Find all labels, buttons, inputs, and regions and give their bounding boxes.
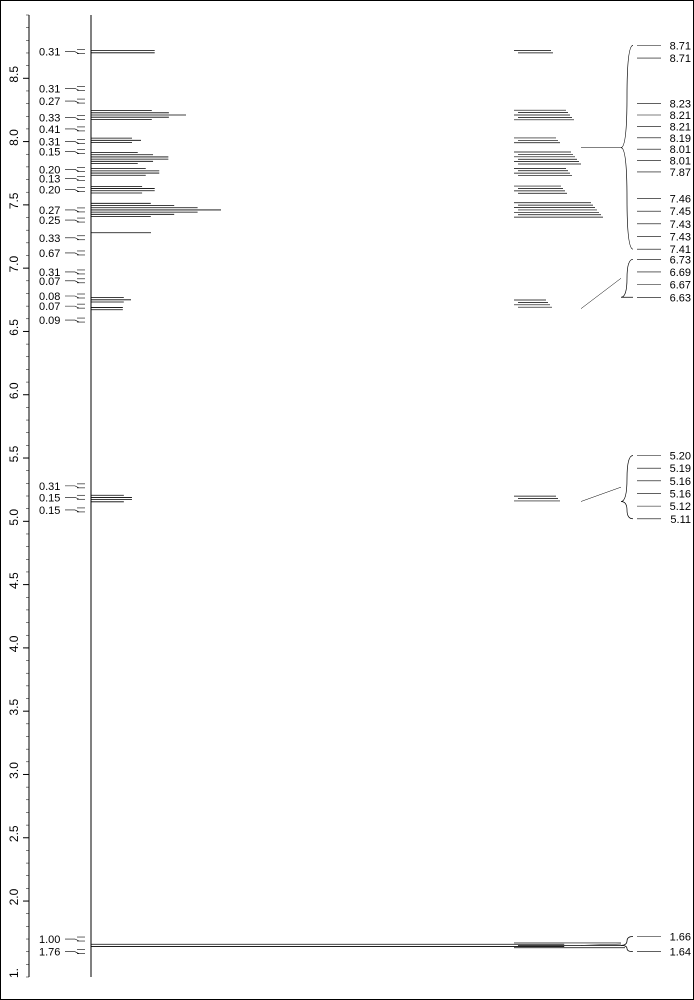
- peak-label: 8.21: [670, 121, 691, 133]
- svg-text:7.0: 7.0: [7, 255, 21, 272]
- svg-text:5.5: 5.5: [7, 445, 21, 462]
- peak-label: 8.21: [670, 110, 691, 122]
- peak-label: 5.11: [670, 514, 691, 526]
- svg-text:4.0: 4.0: [7, 635, 21, 652]
- integral-label: 0.31: [39, 47, 60, 59]
- peak-label: 1.64: [670, 947, 691, 959]
- peak-label: 7.45: [670, 206, 691, 218]
- svg-text:2.5: 2.5: [7, 825, 21, 842]
- spectrum-svg: 8.5 8.0 7.5 7.0 6.5 6.0 5.5 5.0 4.5 4.0 3.5 3.0 2.5 2…: [1, 1, 694, 1000]
- peak-label: 8.71: [670, 40, 691, 52]
- peak-label: 7.87: [670, 167, 691, 179]
- peak-label: 5.16: [670, 476, 691, 488]
- integral-label: 1.00: [39, 934, 60, 946]
- integral-label: 0.31: [39, 267, 60, 279]
- peak-label: 7.43: [670, 232, 691, 244]
- svg-text:5.0: 5.0: [7, 509, 21, 526]
- peak-label: 8.01: [670, 156, 691, 168]
- integral-label: 0.33: [39, 113, 60, 125]
- peak-label: 8.71: [670, 53, 691, 65]
- peak-label: 5.12: [670, 501, 691, 513]
- peak-label: 8.19: [670, 133, 691, 145]
- peak-label: 6.69: [670, 267, 691, 279]
- nmr-spectrum-plot: 8.5 8.0 7.5 7.0 6.5 6.0 5.5 5.0 4.5 4.0 3.5 3.0 2.5 2…: [0, 0, 694, 1000]
- integral-label: 0.09: [39, 315, 60, 327]
- peak-label: 7.43: [670, 219, 691, 231]
- integral-label: 0.33: [39, 233, 60, 245]
- peak-label: 6.73: [670, 254, 691, 266]
- integral-label: 0.13: [39, 173, 60, 185]
- svg-text:2.0: 2.0: [7, 888, 21, 905]
- integral-label: 0.27: [39, 205, 60, 217]
- peak-label: 6.67: [670, 280, 691, 292]
- peak-label: 5.19: [670, 463, 691, 475]
- integral-label: 0.67: [39, 248, 60, 260]
- svg-text:3.5: 3.5: [7, 699, 21, 716]
- svg-text:3.0: 3.0: [7, 762, 21, 779]
- integral-label: 0.27: [39, 96, 60, 108]
- peak-label: 8.23: [670, 99, 691, 111]
- peak-label: 7.46: [670, 194, 691, 206]
- svg-text:7.5: 7.5: [7, 192, 21, 209]
- integral-label: 0.15: [39, 505, 60, 517]
- integral-label: 0.20: [39, 164, 60, 176]
- integral-label: 0.07: [39, 301, 60, 313]
- svg-text:8.5: 8.5: [7, 66, 21, 83]
- integral-label: 0.31: [39, 83, 60, 95]
- integral-label: 0.07: [39, 276, 60, 288]
- svg-text:6.0: 6.0: [7, 382, 21, 399]
- svg-text:6.5: 6.5: [7, 319, 21, 336]
- integral-label: 0.20: [39, 185, 60, 197]
- integral-label: 0.08: [39, 291, 60, 303]
- svg-text:1.: 1.: [7, 968, 21, 978]
- peak-label: 8.01: [670, 144, 691, 156]
- peak-label: 5.20: [670, 450, 691, 462]
- peak-label: 7.41: [670, 244, 691, 256]
- peak-label: 1.66: [670, 931, 691, 943]
- integral-label: 0.41: [39, 124, 60, 136]
- integral-label: 0.31: [39, 481, 60, 493]
- peak-label: 6.63: [670, 292, 691, 304]
- integral-label: 0.15: [39, 492, 60, 504]
- peak-label: 5.16: [670, 488, 691, 500]
- integral-label: 1.76: [39, 947, 60, 959]
- integral-label: 0.31: [39, 137, 60, 149]
- svg-text:4.5: 4.5: [7, 572, 21, 589]
- integral-label: 0.15: [39, 147, 60, 159]
- integral-label: 0.25: [39, 215, 60, 227]
- svg-text:8.0: 8.0: [7, 129, 21, 146]
